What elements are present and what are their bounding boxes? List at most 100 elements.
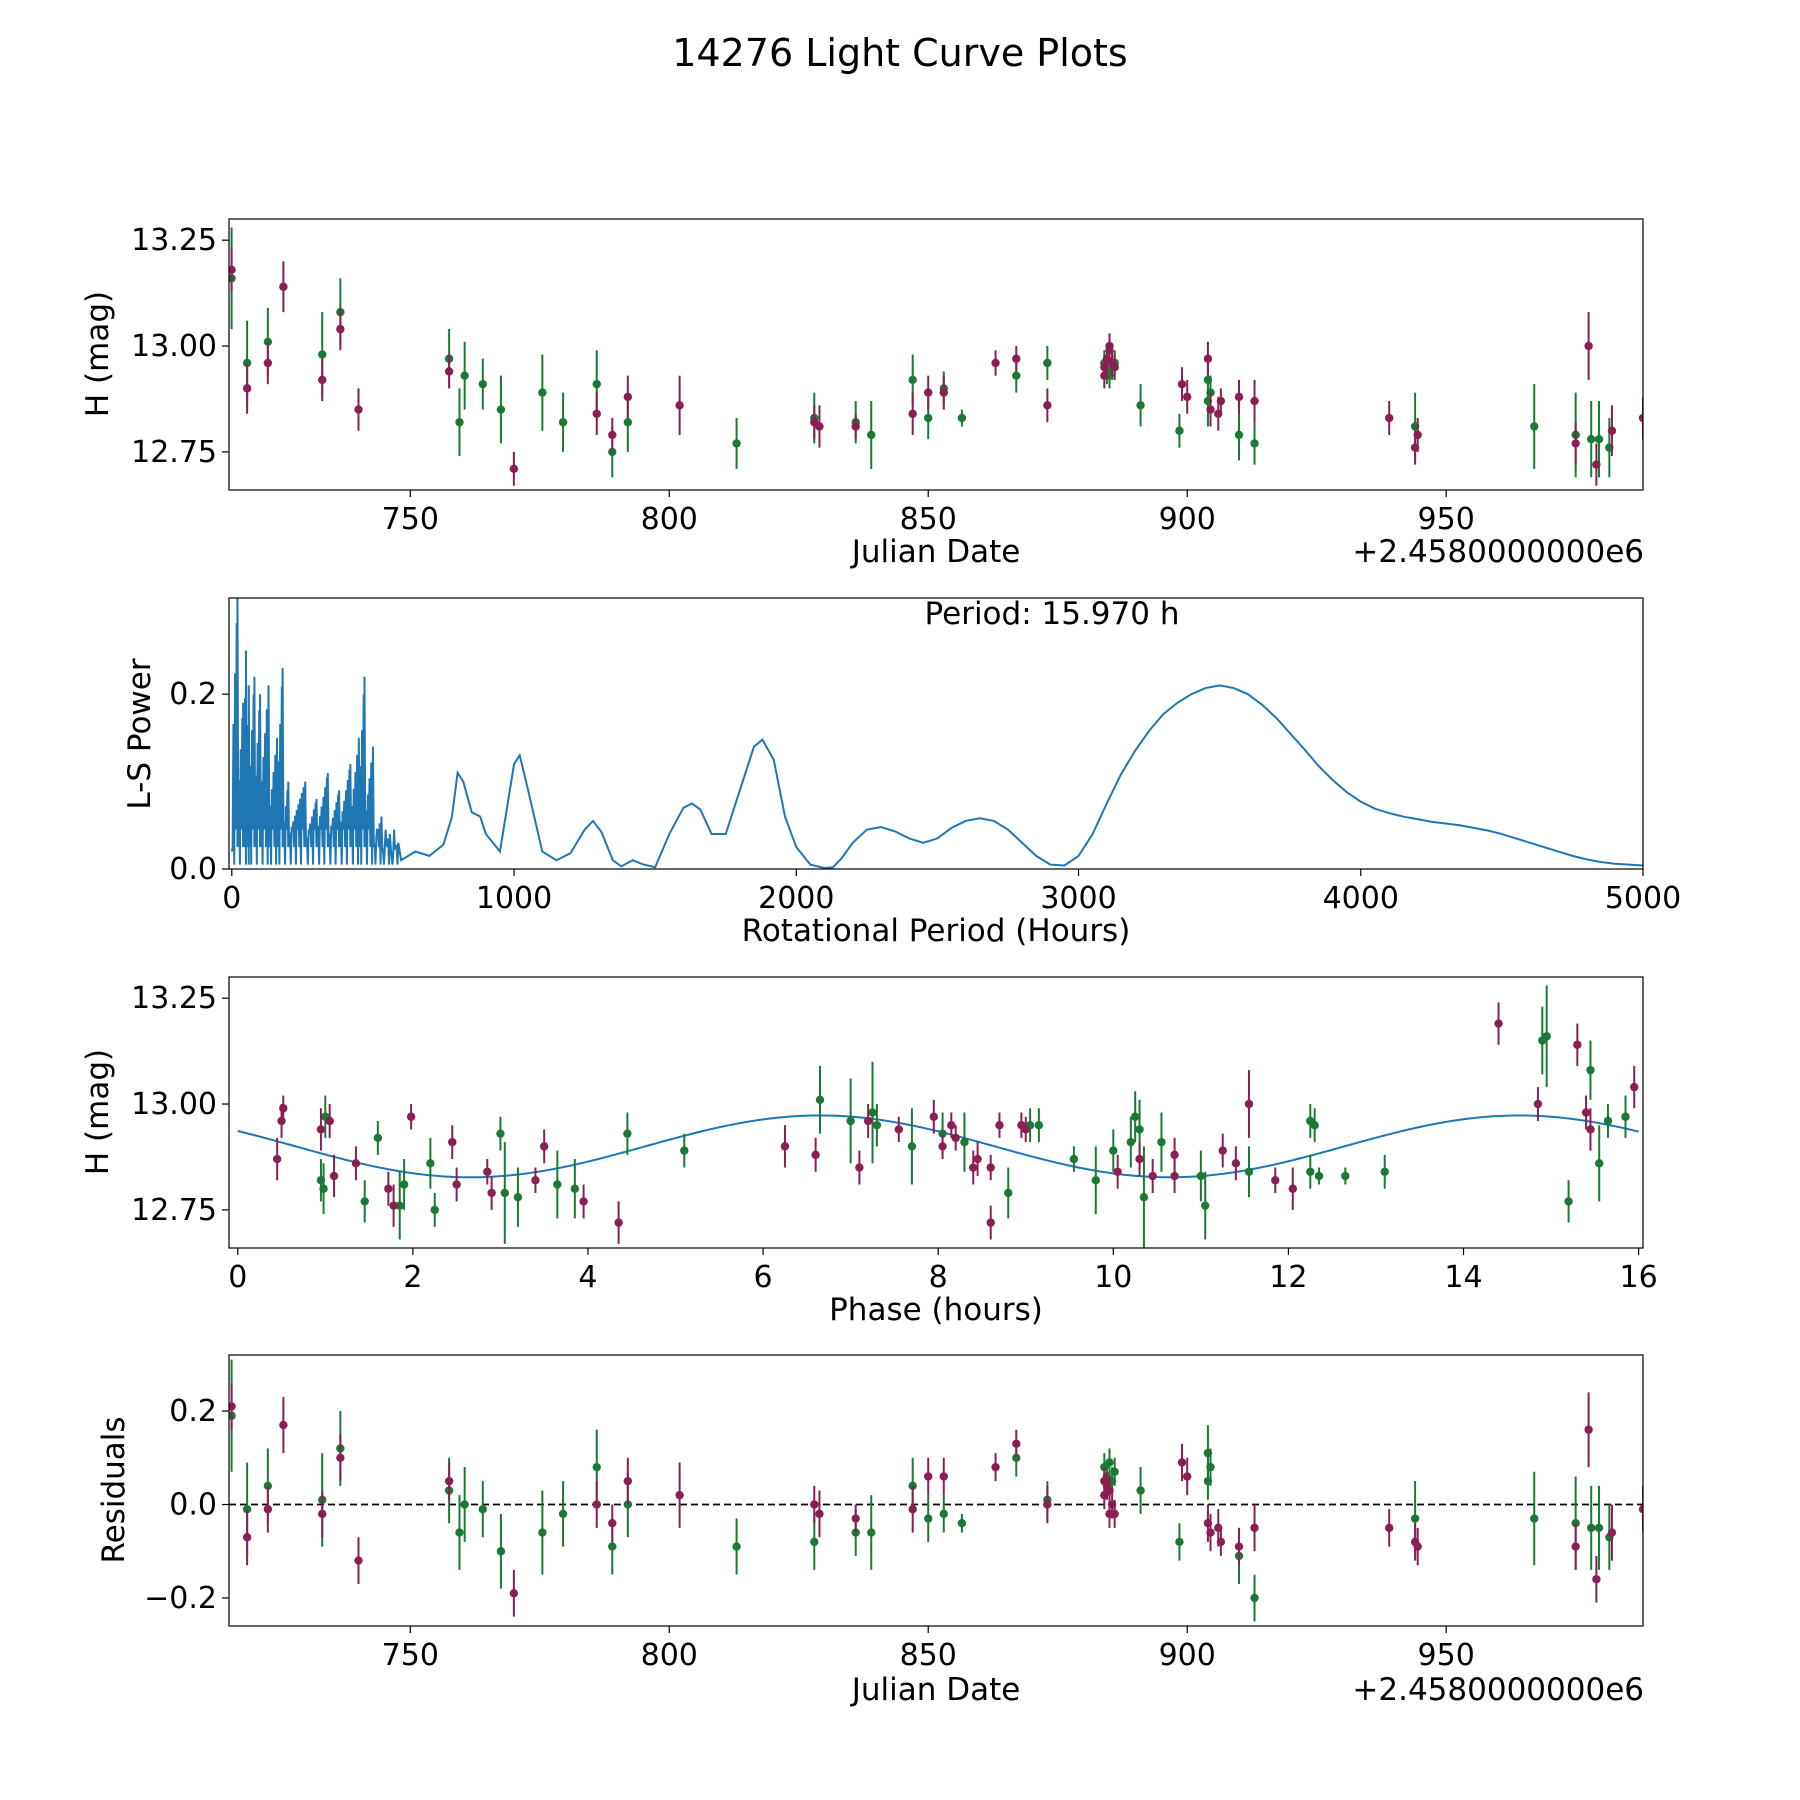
periodogram-xtick-label: 2000 (758, 881, 834, 916)
lightcurve-purple-point (939, 388, 948, 397)
phased-green-point (1109, 1146, 1118, 1155)
phased-green-point (623, 1129, 632, 1138)
residuals-purple-point (1100, 1476, 1109, 1486)
residuals-green-point (810, 1537, 819, 1547)
lightcurve-green-point (1594, 434, 1604, 444)
phased-green-point (1564, 1197, 1573, 1206)
lightcurve-purple-point (815, 422, 824, 431)
phased-purple-point (973, 1154, 982, 1164)
residuals-green-point (1175, 1537, 1184, 1547)
lightcurve-green-point (496, 405, 506, 414)
residuals-purple-point (1105, 1486, 1114, 1495)
phased-green-point (1542, 1032, 1551, 1041)
phased-ytick-label: 13.25 (131, 981, 217, 1016)
lightcurve-green-point (478, 379, 487, 389)
residuals-green-point (1587, 1523, 1596, 1533)
residuals-purple-point (1385, 1523, 1394, 1533)
residuals-purple-point (851, 1514, 860, 1523)
lightcurve-green-point (623, 418, 633, 427)
residuals-purple-point (318, 1509, 327, 1519)
lightcurve-green-point (1250, 439, 1259, 448)
residuals-green-point (1594, 1523, 1604, 1533)
residuals-ylabel: Residuals (96, 1416, 132, 1563)
phased-green-point (815, 1095, 825, 1104)
residuals-green-point (732, 1542, 741, 1551)
lightcurve-green-point (1530, 422, 1539, 431)
phased-green-point (399, 1180, 409, 1189)
phased-green-point (1621, 1112, 1630, 1121)
phased-purple-point (1586, 1125, 1595, 1134)
lightcurve-purple-point (336, 324, 345, 334)
residuals-xtick-label: 850 (900, 1638, 957, 1673)
phased-purple-point (272, 1154, 282, 1164)
phased-green-point (680, 1146, 689, 1155)
residuals-purple-point (939, 1472, 948, 1481)
lightcurve-green-point (318, 350, 327, 359)
panel-lightcurve: Julian Date +2.4580000000e6 H (mag) 750 8… (80, 218, 1644, 570)
phased-xtick-label: 14 (1444, 1260, 1482, 1295)
phased-green-point (1603, 1116, 1613, 1126)
phased-purple-point (1573, 1040, 1582, 1049)
phased-purple-point (969, 1163, 978, 1172)
lightcurve-offset-label: +2.4580000000e6 (1352, 534, 1644, 570)
phased-green-point (907, 1142, 917, 1151)
lightcurve-purple-point (675, 401, 684, 410)
residuals-xtick-label: 750 (382, 1638, 439, 1673)
lightcurve-green-point (924, 413, 933, 423)
residuals-axes-frame (228, 1354, 1644, 1627)
lightcurve-purple-point (1592, 460, 1601, 469)
phased-green-point (872, 1121, 882, 1130)
phased-green-point (430, 1205, 439, 1215)
phased-purple-point (929, 1112, 939, 1121)
residuals-green-point (1105, 1458, 1114, 1467)
phased-xtick-label: 0 (228, 1260, 247, 1295)
phased-xlabel: Phase (hours) (829, 1292, 1043, 1328)
lightcurve-purple-point (1571, 439, 1580, 448)
periodogram-xtick-label: 0 (222, 881, 241, 916)
residuals-purple-point (608, 1519, 617, 1528)
lightcurve-green-point (1587, 434, 1596, 444)
phased-fit-curve (237, 1114, 1639, 1179)
phased-purple-point (1271, 1176, 1280, 1185)
residuals-green-point (1410, 1514, 1420, 1523)
residuals-ytick-label: −0.2 (144, 1581, 217, 1616)
residuals-green-point (924, 1514, 933, 1523)
phased-purple-point (1581, 1108, 1591, 1117)
residuals-green-point (460, 1500, 469, 1509)
phased-green-point (1157, 1137, 1166, 1147)
lightcurve-purple-point (608, 430, 617, 440)
lightcurve-purple-point (1385, 413, 1394, 423)
lightcurve-purple-point (908, 409, 917, 418)
phased-purple-point (1021, 1125, 1030, 1134)
residuals-purple-point (1638, 1504, 1643, 1514)
phased-purple-point (947, 1121, 956, 1130)
lightcurve-purple-point (1584, 341, 1593, 351)
lightcurve-purple-point (623, 392, 633, 402)
phased-green-point (1004, 1188, 1013, 1198)
phased-purple-point (389, 1201, 398, 1210)
lightcurve-green-point (957, 413, 967, 423)
residuals-purple-point (623, 1476, 633, 1486)
lightcurve-green-point (455, 418, 464, 427)
lightcurve-purple-point (444, 367, 454, 376)
periodogram-plot-area (230, 598, 1643, 869)
phased-green-point (360, 1197, 369, 1206)
panel-residuals: Julian Date +2.4580000000e6 Residuals 75… (96, 1354, 1644, 1708)
phased-purple-point (406, 1112, 416, 1121)
lightcurve-green-point (1203, 375, 1213, 385)
phased-purple-point (811, 1150, 820, 1160)
phased-purple-point (316, 1125, 326, 1134)
lightcurve-green-point (1012, 371, 1021, 380)
phased-xtick-label: 16 (1620, 1260, 1658, 1295)
residuals-green-point (608, 1542, 617, 1551)
periodogram-annotation: Period: 15.970 h (925, 596, 1180, 632)
lightcurve-green-point (1175, 426, 1184, 435)
phased-xtick-label: 4 (578, 1260, 597, 1295)
phased-purple-point (855, 1163, 864, 1172)
lightcurve-purple-point (1216, 396, 1226, 406)
residuals-green-point (558, 1509, 568, 1519)
periodogram-xtick-label: 5000 (1605, 881, 1681, 916)
lightcurve-purple-point (354, 405, 363, 414)
phased-green-point (1091, 1176, 1100, 1185)
